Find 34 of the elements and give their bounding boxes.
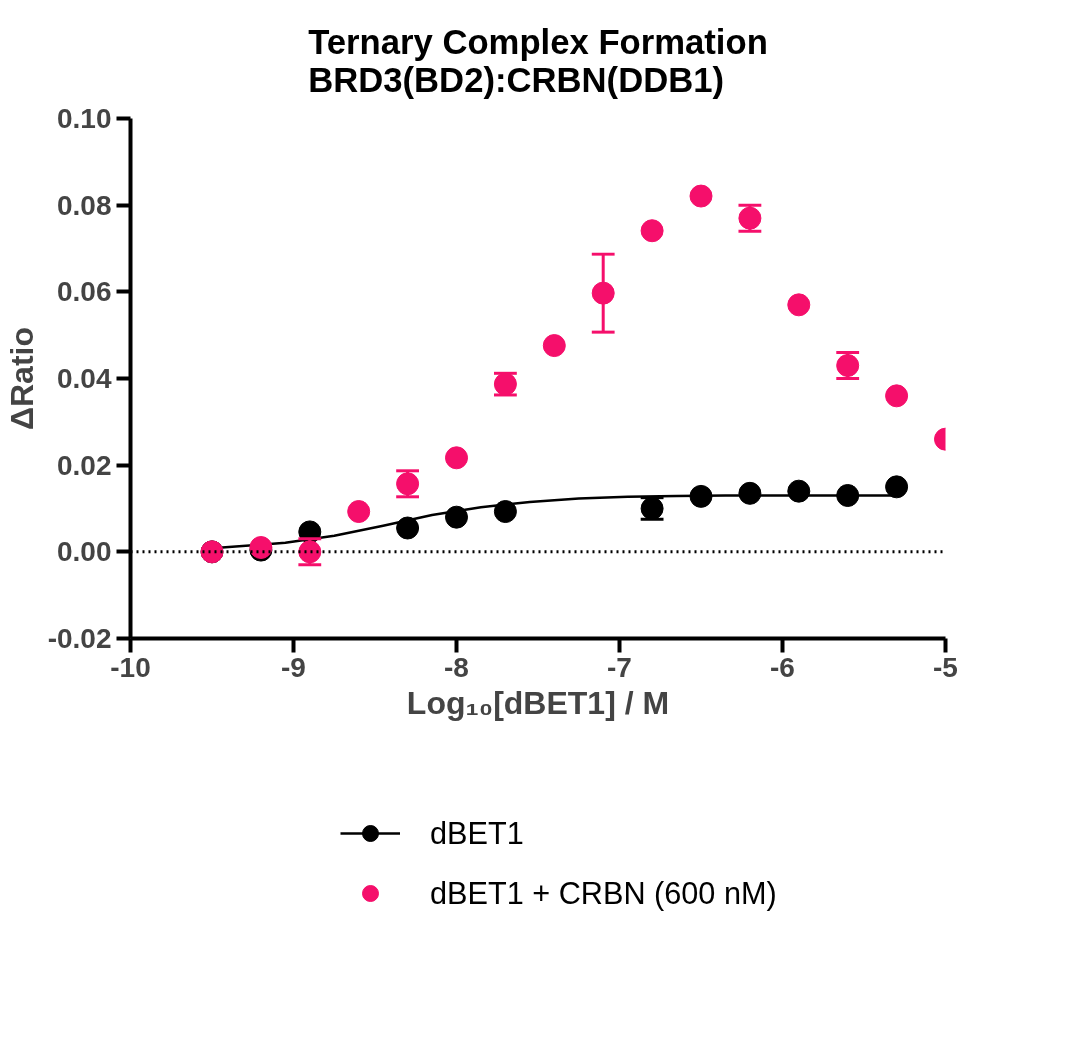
x-tick-label: -10 xyxy=(110,651,151,683)
y-tick-label: 0.06 xyxy=(57,276,112,308)
point xyxy=(738,481,762,505)
point xyxy=(347,500,371,524)
y-tick-label: 0.04 xyxy=(57,363,112,394)
point xyxy=(445,446,468,470)
y-tick-label: -0.02 xyxy=(47,623,112,654)
y-tick-label: 0.02 xyxy=(57,449,112,481)
point xyxy=(787,479,811,503)
point xyxy=(591,281,615,305)
y-tick-label: 0.00 xyxy=(57,536,112,568)
point xyxy=(836,484,860,507)
point xyxy=(689,184,713,208)
point xyxy=(787,293,811,317)
point xyxy=(493,500,517,524)
point xyxy=(640,219,664,243)
chart-title: Ternary Complex Formation BRD3(BD2):CRBN(DDB1) xyxy=(308,22,768,99)
y-tick-label: 0.10 xyxy=(57,103,112,134)
x-tick-label: -8 xyxy=(444,651,469,683)
x-tick-label: -9 xyxy=(281,651,306,683)
point xyxy=(885,384,909,408)
point xyxy=(542,334,566,358)
x-axis-title: Log₁₀[dBET1] / M xyxy=(406,684,670,721)
legend-label: dBET1 + CRBN (600 nM) xyxy=(430,875,777,911)
point xyxy=(396,516,420,540)
point xyxy=(445,505,468,529)
x-tick-label: -7 xyxy=(607,651,632,683)
y-tick-label: 0.08 xyxy=(57,189,112,221)
y-axis-title: ΔRatio xyxy=(3,327,40,430)
x-tick-label: -6 xyxy=(770,651,795,683)
x-tick-label: -5 xyxy=(933,651,958,683)
legend-label: dBET1 xyxy=(430,815,524,851)
point xyxy=(689,484,713,508)
point xyxy=(885,475,909,499)
